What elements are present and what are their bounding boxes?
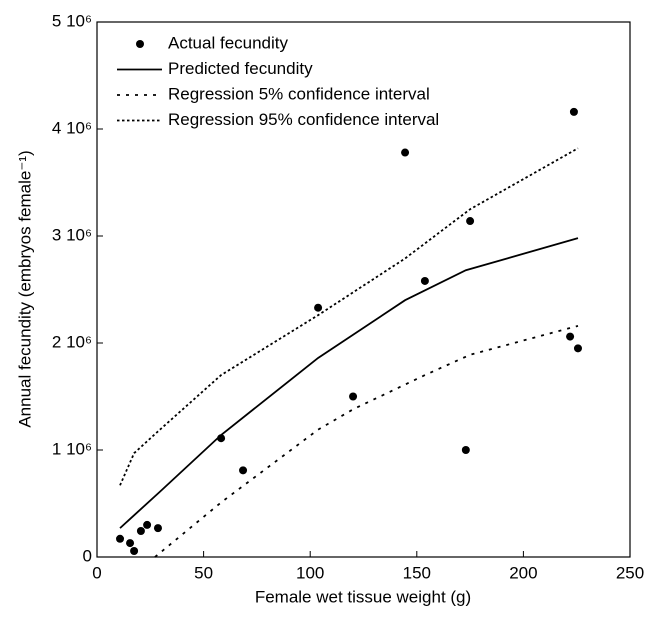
x-tick-label: 200: [509, 563, 537, 582]
x-tick-label: 250: [616, 563, 644, 582]
y-tick-label: 2 10⁶: [52, 332, 92, 351]
data-point: [239, 466, 248, 475]
legend-label: Regression 5% confidence interval: [168, 84, 430, 103]
legend-marker: [136, 40, 144, 48]
legend-label: Regression 95% confidence interval: [168, 110, 439, 129]
y-tick-label: 5 10⁶: [52, 11, 92, 30]
data-point: [573, 344, 582, 353]
data-point: [143, 520, 152, 529]
series-line: [154, 325, 579, 558]
data-point: [349, 392, 358, 401]
data-point: [566, 332, 575, 341]
legend-label: Predicted fecundity: [168, 59, 313, 78]
data-point: [153, 524, 162, 533]
data-point: [130, 547, 139, 556]
data-point: [136, 526, 145, 535]
data-point: [126, 539, 135, 548]
x-tick-label: 100: [296, 563, 324, 582]
y-tick-label: 1 10⁶: [52, 439, 92, 458]
data-point: [314, 303, 323, 312]
series-line: [119, 147, 579, 486]
legend-label: Actual fecundity: [168, 33, 289, 52]
data-point: [420, 276, 429, 285]
plot-frame: [96, 21, 631, 558]
x-tick-label: 150: [403, 563, 431, 582]
data-point: [461, 446, 470, 454]
y-tick-label: 0: [83, 546, 92, 565]
series-line: [119, 237, 579, 529]
x-tick-label: 0: [92, 563, 101, 582]
x-tick-label: 50: [194, 563, 213, 582]
y-tick-label: 4 10⁶: [52, 118, 92, 137]
data-point: [116, 534, 125, 543]
data-point: [401, 148, 410, 157]
x-axis-title: Female wet tissue weight (g): [255, 587, 471, 606]
y-axis-title: Annual fecundity (embryos female⁻¹): [15, 150, 34, 427]
y-tick-label: 3 10⁶: [52, 225, 92, 244]
data-point: [569, 107, 578, 116]
data-point: [466, 217, 475, 226]
